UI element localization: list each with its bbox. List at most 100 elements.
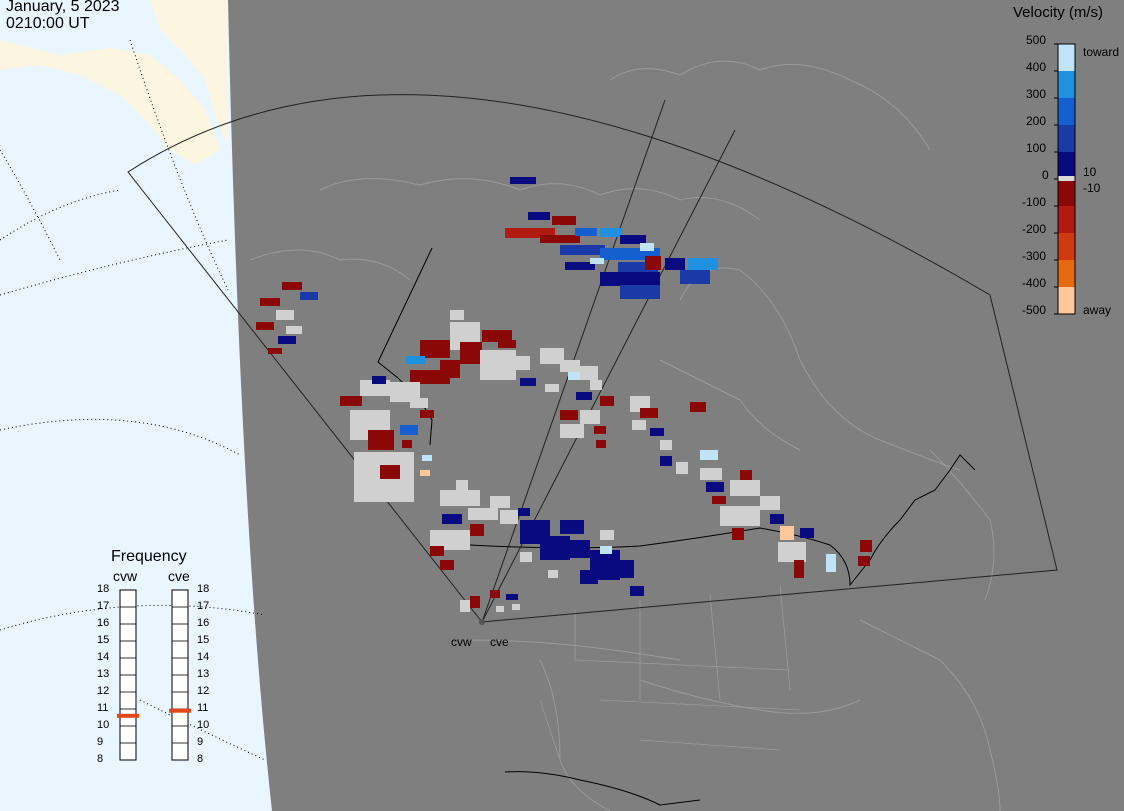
radar-cell (400, 425, 418, 435)
colorbar-segment-away (1058, 185, 1075, 193)
radar-cell (405, 356, 425, 364)
legend-tick: -200 (1022, 222, 1047, 236)
radar-cell (600, 396, 614, 406)
radar-cell (430, 546, 444, 556)
legend-tick: 0 (1042, 168, 1049, 182)
coastlines (249, 60, 1001, 811)
colorbar-segment-away (1058, 199, 1075, 207)
frequency-tick-left: 11 (97, 702, 109, 714)
radar-cell (620, 285, 660, 299)
radar-cell (276, 310, 294, 320)
radar-cell (256, 322, 274, 330)
radar-cell (260, 298, 280, 306)
radar-cell (512, 604, 520, 610)
colorbar-segment-away (1058, 280, 1075, 288)
radar-cell (340, 396, 362, 406)
radar-cell (420, 470, 430, 476)
colorbar-segment-toward (1058, 131, 1075, 139)
colorbar-segment-toward (1058, 84, 1075, 92)
frequency-tick-right: 9 (197, 736, 204, 748)
radar-cell (498, 340, 516, 348)
colorbar-segment-away (1058, 239, 1075, 247)
frequency-tick-left: 14 (97, 651, 110, 663)
radar-cell (730, 480, 760, 496)
frequency-tick-left: 9 (97, 736, 104, 748)
radar-cell (594, 426, 606, 434)
radar-cell (460, 342, 482, 364)
radar-cell (278, 336, 296, 344)
radar-cell (590, 380, 602, 390)
radar-cell (460, 600, 470, 612)
frequency-tick-right: 13 (197, 668, 210, 680)
time-label: 0210:00 UT (6, 15, 90, 32)
frequency-bars (117, 589, 191, 761)
radar-cell (858, 556, 870, 566)
colorbar-segment-away (1058, 233, 1075, 241)
radar-cell (482, 330, 512, 342)
radar-cell (560, 245, 605, 255)
radar-cell (518, 508, 530, 516)
radar-cell (560, 360, 580, 372)
radar-cell (282, 282, 302, 290)
daylight-land (0, 0, 228, 165)
radar-cell (368, 430, 394, 450)
frequency-title: Frequency (111, 548, 187, 565)
radar-cell (596, 440, 606, 448)
colorbar-segment-away (1058, 179, 1075, 187)
colorbar-segment-away (1058, 212, 1075, 220)
colorbar-segment-toward (1058, 111, 1075, 119)
colorbar-segment-toward (1058, 138, 1075, 146)
frequency-tick-right: 11 (197, 702, 209, 714)
radar-cell (540, 235, 580, 243)
colorbar-segment-toward (1058, 91, 1075, 99)
site-label-cve: cve (490, 635, 509, 649)
date-label: January, 5 2023 (6, 0, 120, 15)
day-grid (0, 39, 266, 761)
radar-cell (676, 462, 688, 474)
radar-cell (528, 212, 550, 220)
frequency-tick-right: 17 (197, 600, 210, 612)
radar-site-marker (479, 619, 485, 625)
radar-cell (380, 465, 400, 479)
colorbar-segment-toward (1058, 98, 1075, 106)
frequency-marker (117, 713, 139, 718)
colorbar-segment-toward (1058, 50, 1075, 58)
radar-cell (410, 398, 428, 408)
frequency-tick-left: 16 (97, 617, 110, 629)
radar-cell (548, 570, 558, 578)
radar-cell (440, 490, 480, 506)
radar-cell (600, 530, 614, 540)
radar-cell (372, 376, 386, 384)
colorbar-segment-toward (1058, 118, 1075, 126)
frequency-tick-left: 12 (97, 685, 110, 697)
radar-cell (580, 366, 598, 380)
frequency-tick-left: 17 (97, 600, 110, 612)
frequency-tick-left: 18 (97, 583, 110, 595)
night-region (228, 0, 1124, 811)
radar-cell (540, 536, 570, 560)
radar-cell (580, 570, 598, 584)
colorbar-segment-toward (1058, 77, 1075, 85)
colorbar-segment-toward (1058, 57, 1075, 65)
radar-cell (505, 228, 555, 238)
frequency-tick-right: 15 (197, 634, 210, 646)
radar-cell (456, 480, 468, 490)
colorbar-segment-toward (1058, 152, 1075, 160)
radar-cell (420, 340, 450, 358)
colorbar-segment-toward (1058, 64, 1075, 72)
radar-cell (700, 450, 718, 460)
radar-cell (720, 506, 760, 526)
radar-cell (506, 594, 518, 600)
radar-cell (780, 526, 794, 540)
radar-cell (600, 228, 622, 237)
radar-cell (794, 560, 804, 578)
radar-cell (420, 410, 434, 418)
radar-cell (545, 384, 559, 392)
near-zero-pos-label: 10 (1083, 165, 1097, 179)
site-label-cvw: cvw (451, 635, 472, 649)
legend-tick: 400 (1026, 60, 1047, 74)
radar-cell (560, 424, 584, 438)
radar-cell (665, 258, 685, 270)
radar-cell (610, 560, 634, 578)
radar-cell (632, 420, 646, 430)
